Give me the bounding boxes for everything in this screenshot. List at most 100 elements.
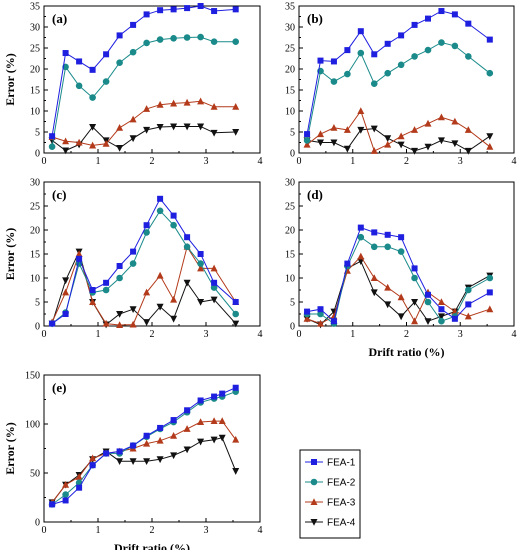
panel-c-fea-2-point: [156, 207, 164, 215]
panel-b-fea-4-point: [451, 140, 459, 148]
panel-c-fea-4-point: [116, 311, 124, 318]
panel-a-fea-1-line: [51, 5, 236, 137]
panel-d-fea-2-point: [424, 298, 432, 306]
panel-a-y-tick-label: 30: [30, 23, 40, 34]
panel-a-fea-2-point: [156, 36, 164, 43]
panel-a-x-tick-label: 0: [42, 156, 47, 167]
panel-c-fea-2-point: [183, 243, 191, 251]
panel-d-fea-4-point: [411, 299, 419, 306]
panel-e-fea-4-point: [170, 452, 178, 460]
panel-b-fea-3-point: [303, 140, 311, 148]
panel-d-fea-2-point: [438, 317, 445, 325]
panel-a-fea-2-point: [129, 48, 137, 56]
panel-b-x-tick-label: 4: [512, 156, 517, 167]
panel-b-fea-3-point: [464, 126, 472, 133]
panel-d-fea-3-point: [464, 312, 472, 320]
panel-c-fea-2-point: [102, 286, 110, 294]
panel-d-fea-3-point: [303, 315, 311, 322]
panel-c-x-tick-label: 2: [150, 329, 155, 340]
panel-a-fea-2-point: [232, 38, 239, 45]
panel-a-fea-4-point: [129, 135, 137, 143]
panel-e-x-tick-label: 2: [150, 525, 155, 536]
panel-a-y-tick-label: 25: [30, 44, 40, 55]
panel-e-fea-1-point: [116, 448, 123, 455]
panel-e-fea-1-point: [184, 407, 191, 414]
panel-c-fea-1-point: [130, 248, 137, 255]
panel-d-fea-4-point: [370, 289, 378, 297]
panel-e-fea-4-point: [143, 458, 151, 466]
panel-b-fea-4-point: [370, 125, 378, 133]
panel-c-series-fea-1: [49, 195, 239, 327]
legend-marker-fea-3: [310, 498, 318, 505]
panel-e-x-tick-label: 1: [96, 525, 101, 536]
panel-e-fea-1-point: [157, 424, 164, 431]
panel-a-y-tick-label: 10: [30, 107, 40, 118]
panel-c-fea-1-point: [184, 234, 191, 241]
panel-b-fea-2-point: [370, 80, 378, 87]
panel-c-fea-3-point: [102, 319, 110, 327]
panel-b-fea-1-point: [398, 32, 405, 39]
panel-b-fea-4-point: [424, 143, 432, 151]
panel-d-fea-3-line: [306, 255, 490, 325]
panel-d-x-tick-label: 1: [350, 329, 355, 340]
panel-b-fea-3-line: [306, 109, 491, 152]
panel-b-fea-4-point: [317, 139, 324, 147]
panel-c-fea-2-line: [51, 209, 237, 324]
panel-d-label: (d): [307, 187, 323, 202]
panel-e-fea-3-point: [232, 435, 240, 443]
panel-e-x-tick-label: 3: [204, 525, 209, 536]
panel-c-x-tick-label: 1: [96, 329, 101, 340]
panel-b-series-fea-4: [303, 125, 494, 155]
legend-marker-fea-1: [311, 459, 317, 465]
panel-b-fea-2-point: [357, 49, 365, 57]
panel-b-x-tick-label: 3: [458, 156, 463, 167]
panel-b-fea-2-point: [465, 53, 472, 60]
panel-a-fea-4-point: [116, 144, 124, 152]
panel-c-fea-4-point: [232, 320, 240, 328]
panel-d-x-axis-title: Drift ratio (%): [369, 345, 445, 359]
panel-a-fea-4-point: [143, 126, 151, 134]
panel-b-y-tick-label: 30: [285, 23, 295, 34]
panel-d-fea-2-point: [465, 286, 472, 294]
panel-c-fea-3-point: [143, 288, 151, 296]
panel-d-fea-1-point: [411, 265, 418, 272]
panel-d-fea-3-point: [486, 305, 494, 313]
panel-a-fea-4-point: [89, 123, 97, 131]
panel-e-fea-1-point: [49, 501, 56, 508]
panel-a-fea-1-point: [130, 21, 137, 28]
panel-b-y-tick-label: 25: [285, 44, 295, 55]
panel-c-fea-2-point: [143, 229, 150, 236]
panel-a-fea-3-point: [102, 139, 110, 147]
panel-b-fea-2-point: [397, 61, 405, 69]
panel-c-fea-4-point: [183, 279, 191, 287]
panel-a-fea-4-point: [62, 147, 70, 155]
panel-a-fea-3-point: [89, 141, 97, 149]
panel-a-fea-2-point: [197, 33, 204, 41]
panel-b-fea-3-point: [317, 130, 324, 138]
panel-d-y-tick-label: 15: [285, 250, 295, 261]
panel-c-y-axis-title: Error (%): [3, 228, 17, 281]
panel-b-fea-1-point: [438, 8, 445, 15]
panel-a-fea-1-point: [103, 51, 110, 58]
panel-b-fea-1-point: [451, 11, 458, 18]
legend-entry: FEA-1: [305, 458, 356, 469]
panel-b-fea-1-point: [357, 28, 364, 35]
panel-b-fea-3-point: [411, 126, 419, 133]
panel-a-fea-4-point: [183, 123, 191, 131]
panel-b-fea-1-point: [371, 51, 378, 58]
panel-b-y-tick-label: 5: [290, 128, 295, 139]
panel-a-fea-3-point: [156, 100, 164, 108]
panel-d-series-fea-2: [303, 233, 494, 327]
panel-a-fea-2-point: [143, 39, 150, 47]
panel-b-fea-4-point: [343, 145, 351, 153]
panel-e-frame: [43, 374, 261, 523]
panel-d-fea-1-point: [357, 224, 364, 231]
panel-e-fea-3-point: [75, 473, 83, 480]
panel-e-fea-3-point: [197, 418, 205, 426]
panel-a-fea-1-point: [232, 6, 239, 13]
panel-a-fea-2-point: [75, 82, 83, 90]
panel-c-fea-3-point: [129, 320, 137, 328]
panel-a-series-fea-4: [48, 123, 240, 155]
panel-c-fea-1-point: [232, 299, 239, 305]
panel-a-fea-3-point: [129, 115, 137, 123]
